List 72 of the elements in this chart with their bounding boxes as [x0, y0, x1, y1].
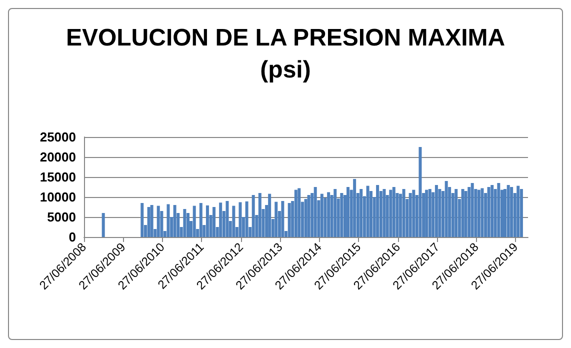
bar [408, 193, 412, 237]
bar [425, 190, 428, 237]
bar [412, 190, 416, 237]
y-tick-label: 0 [68, 230, 76, 244]
y-tick-label: 5000 [47, 210, 76, 224]
bar [186, 213, 190, 237]
bar [506, 185, 510, 237]
bar [206, 205, 209, 237]
bar [477, 190, 480, 237]
bar [212, 207, 216, 237]
bar [353, 179, 356, 237]
bar [418, 147, 422, 237]
bar [389, 190, 392, 237]
bar [366, 186, 370, 237]
bar [334, 189, 337, 237]
bar [340, 193, 344, 237]
bar [461, 189, 464, 237]
bar [102, 213, 105, 237]
bar [258, 193, 262, 237]
y-tick-label: 20000 [40, 150, 76, 164]
bar [274, 202, 278, 237]
bar [268, 194, 272, 237]
bar [288, 203, 291, 237]
y-tick-label: 15000 [40, 170, 76, 184]
bar [392, 187, 396, 237]
bar [480, 188, 484, 237]
bar [199, 203, 202, 237]
bar [438, 189, 442, 237]
bar [307, 195, 310, 237]
bar [245, 201, 248, 237]
bar [147, 207, 150, 237]
bar [314, 187, 317, 237]
bar [320, 194, 324, 237]
bar [454, 189, 458, 237]
bar [327, 192, 330, 237]
bar [434, 185, 438, 237]
y-tick-label: 10000 [40, 190, 76, 204]
bar [487, 187, 490, 237]
bar [183, 209, 186, 237]
bar [497, 183, 500, 237]
bar [294, 190, 298, 237]
bar [360, 189, 363, 237]
bar [252, 195, 255, 237]
bar [402, 189, 406, 237]
bar [520, 189, 523, 237]
bar [226, 201, 229, 237]
bar [468, 187, 471, 237]
bar [516, 186, 520, 237]
bar [510, 187, 514, 237]
chart-title: EVOLUCION DE LA PRESION MAXIMA (psi) [66, 24, 506, 84]
bar [490, 185, 494, 237]
bar [281, 201, 284, 237]
bar [470, 183, 474, 237]
bar [346, 187, 350, 237]
bar [140, 203, 144, 237]
bar [298, 188, 301, 237]
bar [464, 191, 468, 237]
y-tick-label: 25000 [40, 130, 76, 144]
bar [444, 181, 448, 237]
bar [150, 205, 154, 237]
bar [382, 189, 386, 237]
bar [238, 202, 242, 237]
bar [219, 202, 222, 237]
bar [376, 185, 380, 237]
bar [173, 205, 176, 237]
bar [232, 206, 236, 237]
bar [192, 206, 196, 237]
bar [504, 189, 507, 237]
bar [156, 206, 160, 237]
bar [166, 204, 170, 237]
bar [304, 199, 308, 237]
bar [428, 189, 432, 237]
